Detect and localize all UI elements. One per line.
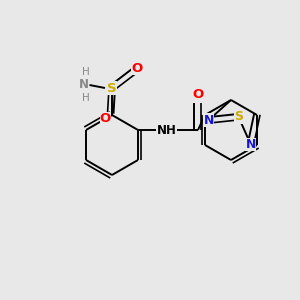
Text: H: H [82,67,89,77]
Text: O: O [192,88,204,101]
Text: N: N [203,114,214,127]
Text: S: S [107,82,117,94]
Text: S: S [234,110,243,123]
Text: N: N [79,79,88,92]
Text: O: O [100,112,111,125]
Text: NH: NH [157,124,176,136]
Text: H: H [82,93,89,103]
Text: N: N [245,138,256,151]
Text: O: O [131,62,142,75]
